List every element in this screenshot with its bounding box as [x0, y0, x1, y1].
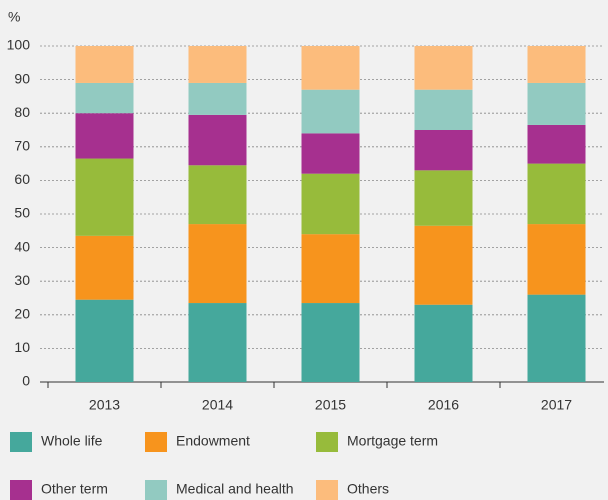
y-tick-label: 50: [14, 205, 30, 221]
bar-segment: [301, 133, 360, 174]
legend-swatch: [145, 432, 167, 452]
legend-label: Others: [347, 481, 389, 497]
bar-segment: [188, 114, 247, 166]
bar-segment: [301, 173, 360, 235]
bar-segment: [527, 124, 586, 164]
x-tick-label: 2014: [202, 397, 233, 413]
bar-segment: [301, 89, 360, 134]
bar-segment: [527, 46, 586, 83]
y-tick-label: 0: [22, 373, 30, 389]
bar-segment: [75, 46, 134, 83]
bar-segment: [75, 299, 134, 382]
bar-segment: [414, 46, 473, 90]
bar-segment: [414, 89, 473, 130]
bar-segment: [188, 165, 247, 225]
legend-swatch: [316, 432, 338, 452]
y-tick-label: 40: [14, 238, 30, 254]
legend-label: Endowment: [176, 433, 250, 449]
bar-segment: [527, 82, 586, 125]
bar-segment: [188, 82, 247, 115]
bar-segment: [301, 234, 360, 304]
bar-segment: [188, 46, 247, 83]
bar-segment: [188, 303, 247, 382]
bar-segment: [75, 82, 134, 114]
bar-segment: [75, 158, 134, 236]
legend-swatch: [145, 480, 167, 500]
bar-segment: [414, 304, 473, 382]
bar-segment: [301, 303, 360, 382]
x-tick-label: 2016: [428, 397, 459, 413]
bar-segment: [527, 224, 586, 295]
y-tick-label: 70: [14, 138, 30, 154]
y-tick-label: 80: [14, 104, 30, 120]
legend-label: Other term: [41, 481, 108, 497]
x-tick-label: 2017: [541, 397, 572, 413]
legend-label: Medical and health: [176, 481, 294, 497]
legend-swatch: [316, 480, 338, 500]
bar-segment: [75, 235, 134, 300]
legend-label: Whole life: [41, 433, 103, 449]
y-tick-label: 20: [14, 306, 30, 322]
y-tick-label: 30: [14, 272, 30, 288]
legend-swatch: [10, 432, 32, 452]
bar-segment: [414, 225, 473, 305]
bar-segment: [527, 163, 586, 225]
legend-swatch: [10, 480, 32, 500]
y-tick-label: 60: [14, 171, 30, 187]
bar-segment: [414, 130, 473, 171]
bar-segment: [414, 170, 473, 226]
y-tick-label: 10: [14, 339, 30, 355]
y-axis-label: %: [8, 9, 20, 25]
y-tick-label: 90: [14, 70, 30, 86]
bar-segment: [188, 224, 247, 304]
legend-label: Mortgage term: [347, 433, 438, 449]
y-tick-label: 100: [7, 37, 31, 53]
bar-segment: [527, 294, 586, 382]
bar-segment: [301, 46, 360, 90]
x-tick-label: 2015: [315, 397, 346, 413]
x-tick-label: 2013: [89, 397, 120, 413]
bar-segment: [75, 113, 134, 159]
